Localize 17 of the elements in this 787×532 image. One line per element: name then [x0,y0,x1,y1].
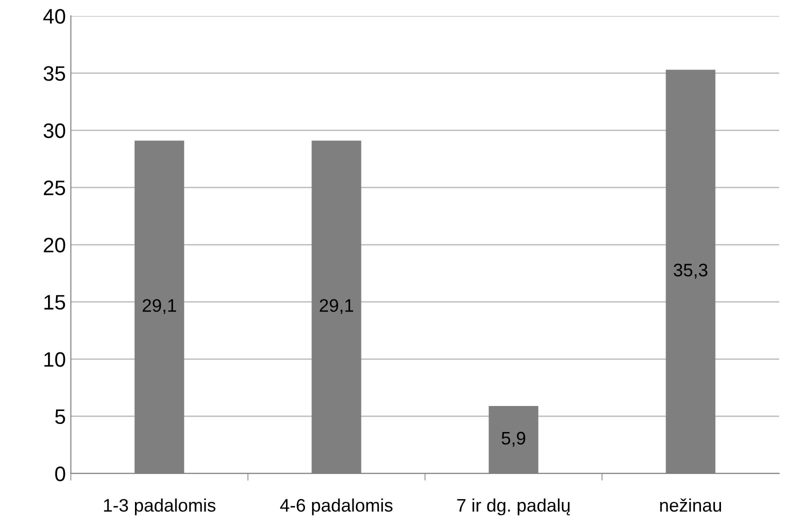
y-tick-label: 10 [44,352,66,367]
x-tick-label: nežinau [660,498,722,512]
y-tick-label: 40 [43,8,66,24]
data-label: 5,9 [502,432,526,447]
data-label: 29,1 [320,299,354,314]
y-tick-label: 15 [44,295,66,310]
x-tick-label: 1-3 padalomis [104,498,216,516]
y-tick-label: 35 [44,66,66,81]
x-tick-label: 4-6 padalomis [280,498,392,516]
x-tick-label: 7 ir dg. padalų [457,498,570,516]
data-label: 35,3 [674,264,708,279]
y-tick-label: 0 [55,466,66,482]
y-tick-label: 5 [55,410,66,424]
y-tick-label: 20 [44,238,66,252]
y-tick-label: 30 [44,123,66,138]
y-tick-label: 25 [44,180,66,196]
data-label: 29,1 [142,299,176,314]
